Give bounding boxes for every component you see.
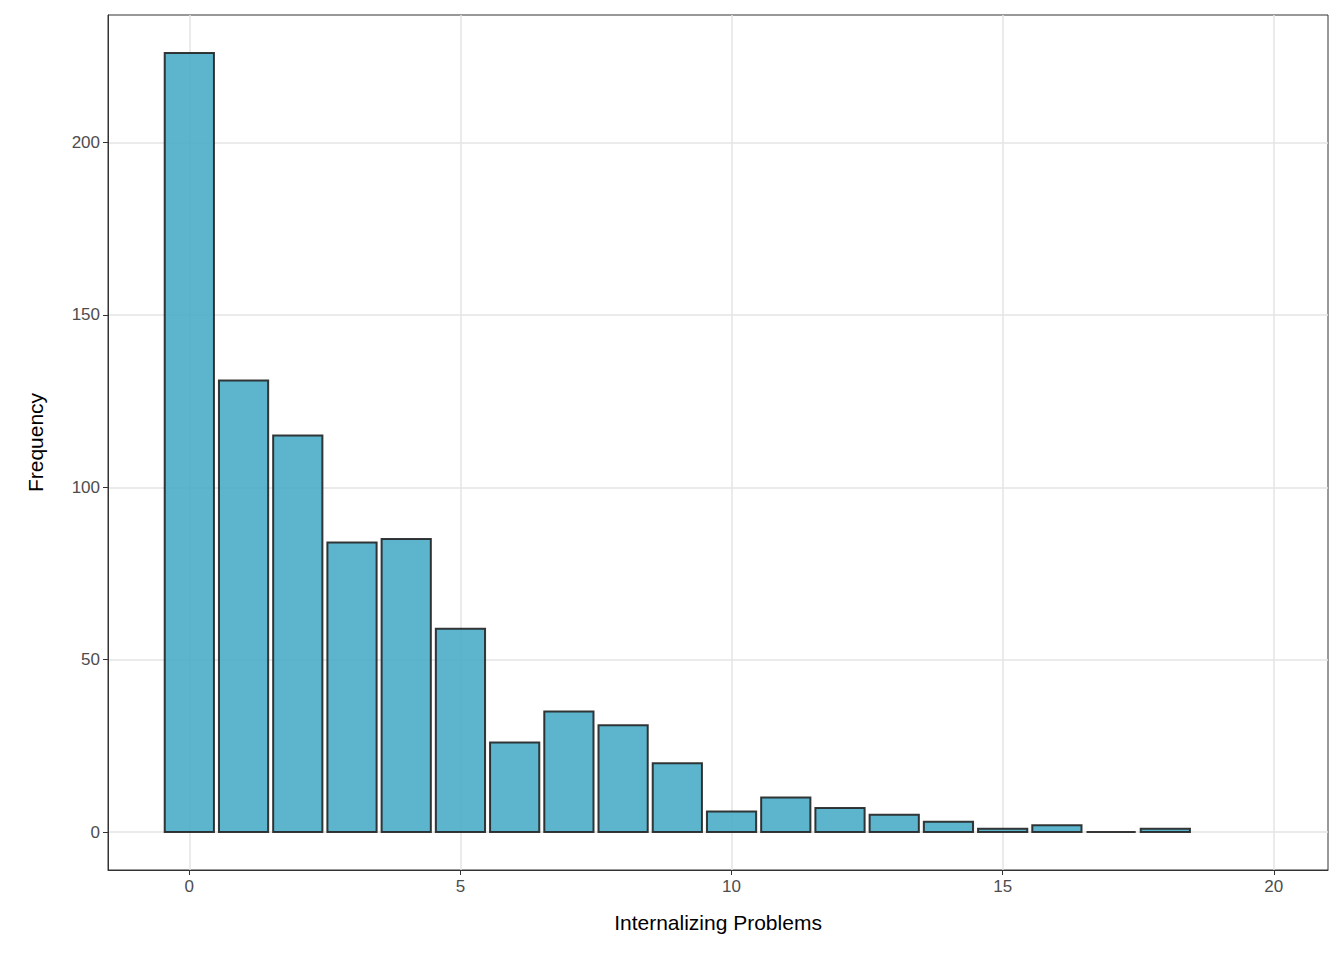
svg-text:200: 200 — [72, 133, 100, 152]
svg-text:Frequency: Frequency — [24, 392, 47, 492]
svg-text:100: 100 — [72, 478, 100, 497]
svg-text:0: 0 — [91, 823, 100, 842]
svg-text:5: 5 — [456, 877, 465, 896]
svg-text:15: 15 — [993, 877, 1012, 896]
svg-text:0: 0 — [185, 877, 194, 896]
svg-text:150: 150 — [72, 305, 100, 324]
svg-text:Internalizing Problems: Internalizing Problems — [614, 911, 822, 934]
svg-text:50: 50 — [81, 650, 100, 669]
svg-text:10: 10 — [722, 877, 741, 896]
svg-text:20: 20 — [1264, 877, 1283, 896]
